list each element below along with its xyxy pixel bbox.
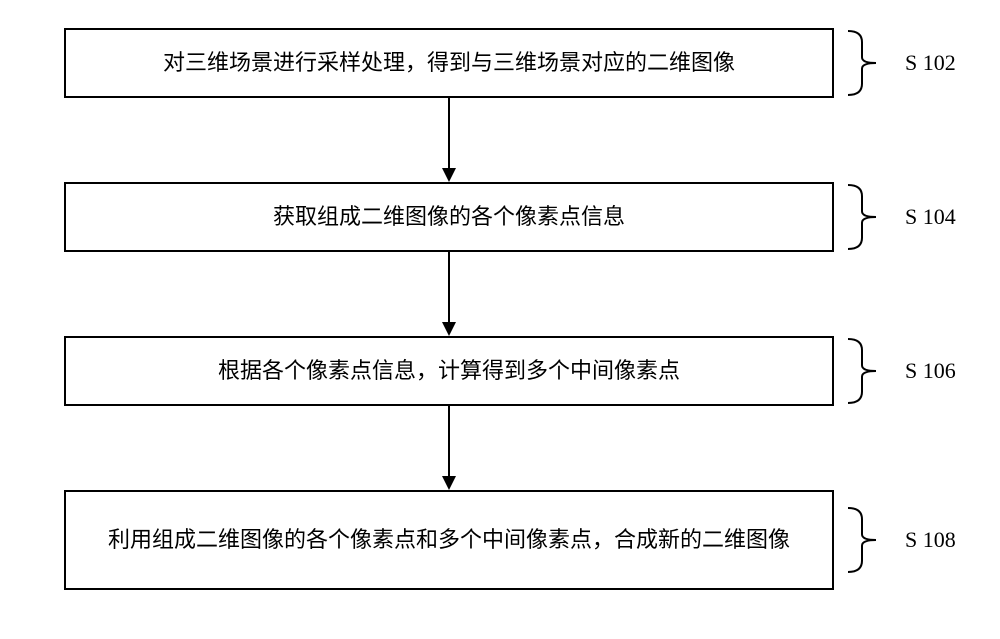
brace-icon [842,498,882,582]
flow-node: 根据各个像素点信息，计算得到多个中间像素点 [64,336,834,406]
flow-arrow [448,406,450,477]
flowchart-canvas: 对三维场景进行采样处理，得到与三维场景对应的二维图像 S 102 获取组成二维图像的… [0,0,1000,639]
brace-icon [842,21,882,105]
flow-node: 对三维场景进行采样处理，得到与三维场景对应的二维图像 [64,28,834,98]
flow-node-text: 获取组成二维图像的各个像素点信息 [273,199,625,234]
flow-node: 获取组成二维图像的各个像素点信息 [64,182,834,252]
arrow-head-icon [442,476,456,490]
flow-node-text: 根据各个像素点信息，计算得到多个中间像素点 [218,353,680,388]
brace-icon [842,329,882,413]
flow-node: 利用组成二维图像的各个像素点和多个中间像素点，合成新的二维图像 [64,490,834,590]
step-label: S 104 [905,204,956,230]
arrow-head-icon [442,168,456,182]
arrow-head-icon [442,322,456,336]
step-label: S 106 [905,358,956,384]
step-label: S 102 [905,50,956,76]
flow-node-text: 对三维场景进行采样处理，得到与三维场景对应的二维图像 [163,45,735,80]
flow-node-text: 利用组成二维图像的各个像素点和多个中间像素点，合成新的二维图像 [108,522,790,557]
step-label: S 108 [905,527,956,553]
brace-icon [842,175,882,259]
flow-arrow [448,252,450,323]
flow-arrow [448,98,450,169]
